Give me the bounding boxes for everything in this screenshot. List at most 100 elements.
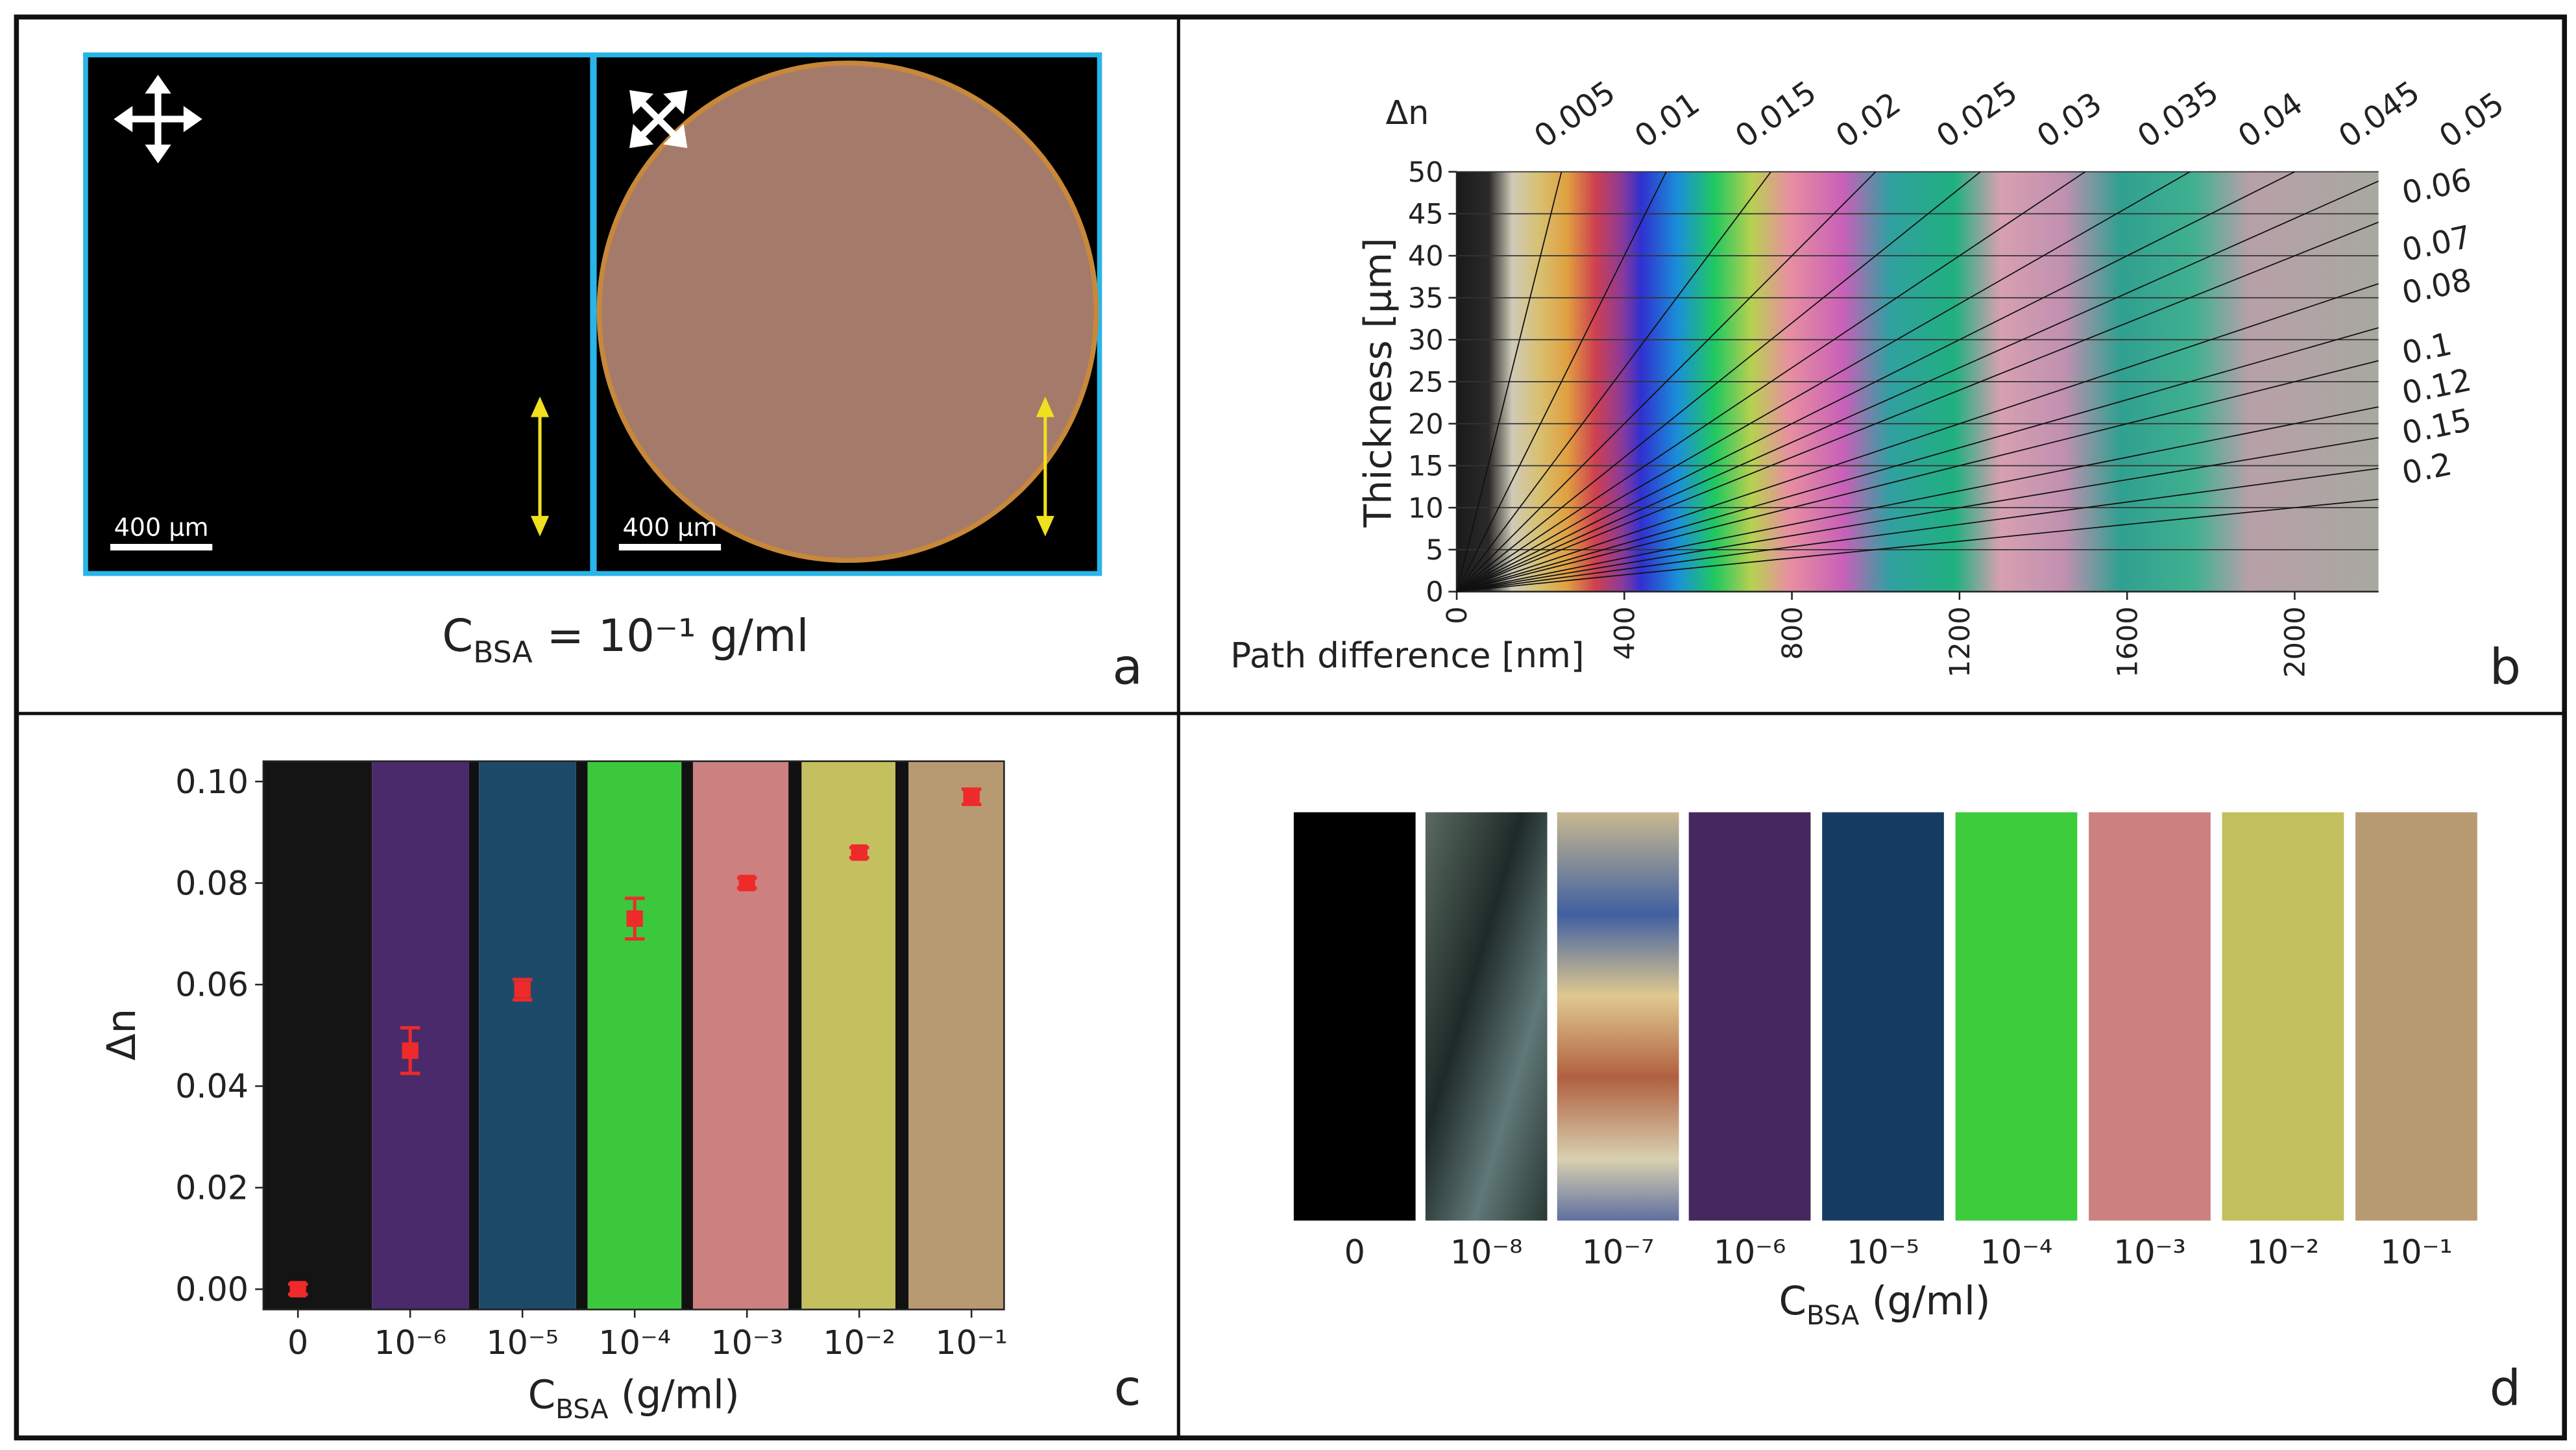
birefringence-line xyxy=(1456,171,1981,593)
x-tick-label: 1200 xyxy=(1944,606,1976,678)
scale-label: 400 µm xyxy=(622,513,717,541)
image-strip xyxy=(1822,812,1944,1221)
y-tick-label: 0.02 xyxy=(175,1169,249,1207)
birefringence-line xyxy=(1456,467,2379,593)
x-tick-label: 10⁻⁴ xyxy=(598,1323,671,1362)
scale-label: 400 µm xyxy=(114,513,209,541)
line-label: 0.005 xyxy=(1527,74,1622,155)
image-strip xyxy=(587,761,682,1310)
panel-d: CBSA (g/ml) d 0 10⁻⁸ 10⁻⁷ 10⁻⁶ 10⁻⁵ 10⁻⁴ 10⁻³ 1… xyxy=(1293,812,2521,1417)
strip-label: 10⁻³ xyxy=(2113,1233,2186,1272)
panel-a: 400 µm 400 µm CBSA = 10⁻¹ g/ml a xyxy=(83,52,1143,696)
panel-label: a xyxy=(1112,638,1143,696)
line-label: 0.2 xyxy=(2399,446,2455,492)
data-point xyxy=(963,788,980,805)
birefringence-line xyxy=(1456,171,2295,593)
y-tick-label: 15 xyxy=(1408,450,1444,483)
image-strip xyxy=(479,761,576,1310)
y-tick-label: 0.10 xyxy=(175,763,249,801)
image-strip xyxy=(908,761,1004,1310)
x-tick-label: 2000 xyxy=(2279,606,2312,678)
data-point xyxy=(851,844,868,861)
line-label: 0.05 xyxy=(2433,86,2510,155)
line-label: 0.015 xyxy=(1729,74,1823,155)
panel-label: b xyxy=(2490,638,2521,696)
strip-label: 10⁻⁷ xyxy=(1582,1233,1655,1272)
image-strip xyxy=(1688,812,1811,1221)
birefringence-line xyxy=(1456,171,1772,593)
y-axis-label: Thickness [µm] xyxy=(1356,238,1400,528)
birefringence-line xyxy=(1456,221,2379,593)
x-tick-label: 0 xyxy=(1441,606,1474,624)
line-label: 0.035 xyxy=(2131,74,2225,155)
strip-label: 10⁻¹ xyxy=(2380,1233,2453,1272)
line-label: 0.1 xyxy=(2399,326,2455,372)
x-label-part: C xyxy=(1779,1278,1806,1324)
image-strip xyxy=(1955,812,2078,1221)
y-tick-label: 50 xyxy=(1408,156,1444,189)
y-tick-label: 0.00 xyxy=(175,1270,249,1309)
frame xyxy=(14,14,2568,1441)
strip-label: 10⁻⁵ xyxy=(1847,1233,1919,1272)
y-axis-label: Δn xyxy=(99,1009,145,1061)
y-tick-label: 40 xyxy=(1408,240,1444,273)
image-strip xyxy=(692,761,789,1310)
panel-c: Δn CBSA (g/ml) c 0.00 0.02 0.04 0.06 0.08 0.1… xyxy=(99,760,1141,1425)
x-tick-label: 1600 xyxy=(2111,606,2144,678)
line-label: 0.04 xyxy=(2231,86,2309,155)
image-strip xyxy=(1425,812,1548,1221)
birefringence-line xyxy=(1456,498,2379,593)
image-strip xyxy=(263,761,372,1310)
line-label: 0.045 xyxy=(2332,74,2426,155)
birefringence-line xyxy=(1456,327,2379,593)
droplet xyxy=(596,60,1099,563)
birefringence-line xyxy=(1456,283,2379,593)
birefringence-line xyxy=(1456,171,2191,593)
caption-part: C xyxy=(442,610,473,662)
line-label: 0.08 xyxy=(2399,262,2475,312)
line-label: 0.025 xyxy=(1930,74,2024,155)
x-label-sub: BSA xyxy=(1806,1299,1860,1331)
line-label: 0.03 xyxy=(2030,86,2108,155)
image-strip xyxy=(1293,812,1416,1221)
panel-b: Δn Path difference [nm] Thickness [µm] b… xyxy=(1230,74,2521,696)
y-tick-label: 5 xyxy=(1426,534,1443,567)
image xyxy=(83,52,596,576)
data-point xyxy=(289,1281,306,1297)
y-tick-label: 0.06 xyxy=(175,966,249,1004)
birefringence-line xyxy=(1456,437,2379,593)
x-tick-label: 10⁻⁶ xyxy=(374,1323,446,1362)
birefringence-line xyxy=(1456,171,2086,593)
y-tick-label: 25 xyxy=(1408,366,1444,399)
x-tick-label: 10⁻⁵ xyxy=(486,1323,559,1362)
birefringence-line xyxy=(1456,171,1562,592)
x-axis-label: CBSA (g/ml) xyxy=(1779,1278,1990,1331)
image-gap xyxy=(895,761,909,1310)
y-tick-label: 35 xyxy=(1408,282,1444,315)
birefringence-line xyxy=(1456,171,1877,593)
y-tick-label: 20 xyxy=(1408,408,1444,441)
image-strip xyxy=(801,761,895,1310)
birefringence-line xyxy=(1456,180,2379,593)
y-tick-label: 0.04 xyxy=(175,1067,249,1105)
birefringence-line xyxy=(1456,360,2379,593)
image-gap xyxy=(468,761,480,1310)
polarizer-icon xyxy=(114,75,202,164)
y-tick-label: 0 xyxy=(1426,576,1443,609)
direction-arrow xyxy=(531,397,1054,537)
image-gap xyxy=(788,761,802,1310)
panel-label: c xyxy=(1114,1359,1141,1417)
y-tick-label: 45 xyxy=(1408,199,1444,231)
strip-label: 10⁻² xyxy=(2247,1233,2320,1272)
image-gap xyxy=(681,761,693,1310)
x-tick-label: 10⁻¹ xyxy=(935,1323,1008,1362)
caption: CBSA = 10⁻¹ g/ml xyxy=(442,610,808,670)
line-label: 0.01 xyxy=(1628,86,1706,155)
strip-label: 10⁻⁴ xyxy=(1980,1233,2053,1272)
x-tick-label: 400 xyxy=(1609,606,1642,659)
image-strip xyxy=(372,761,469,1310)
line-label: 0.06 xyxy=(2399,162,2475,212)
data-point xyxy=(514,981,531,998)
panel-label: d xyxy=(2490,1359,2521,1417)
